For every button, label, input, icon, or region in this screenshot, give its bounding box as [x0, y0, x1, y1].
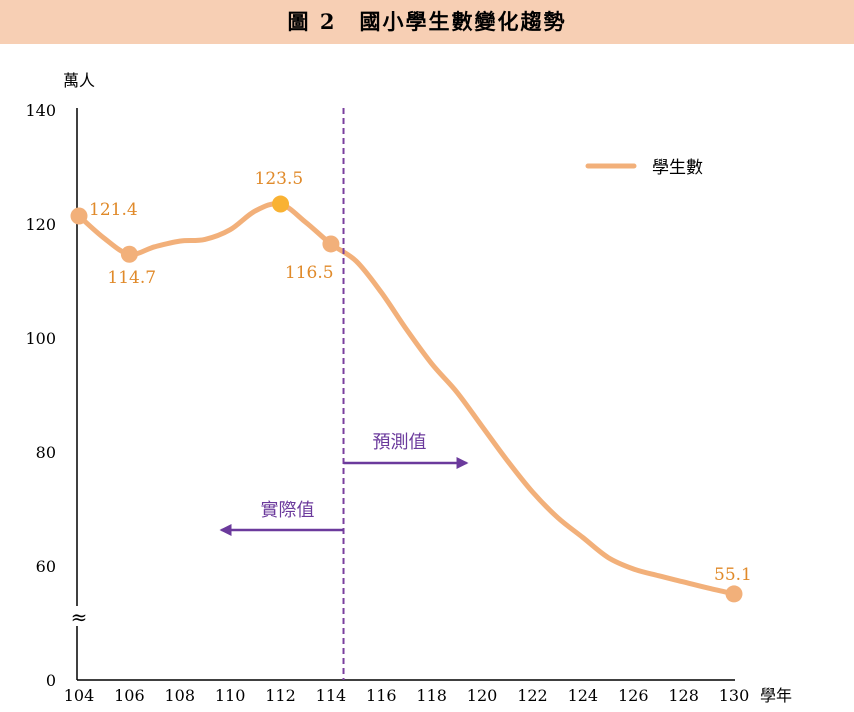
- x-tick-label: 110: [215, 686, 246, 705]
- axis-break-gap: [68, 606, 86, 626]
- axis-break-symbol: ≈: [71, 605, 88, 629]
- y-tick-label: 60: [36, 557, 56, 576]
- y-tick-label: 140: [25, 101, 56, 120]
- y-tick-label: 0: [46, 671, 56, 690]
- data-point-marker: [322, 235, 340, 253]
- x-tick-label: 122: [517, 686, 548, 705]
- x-axis-title: 學年: [760, 686, 792, 705]
- actual-label: 實際值: [261, 500, 315, 521]
- x-tick-label: 124: [568, 686, 599, 705]
- series-line-student-count: [76, 201, 737, 597]
- data-point-marker-peak: [272, 195, 290, 213]
- x-tick-label: 104: [64, 686, 95, 705]
- data-label: 123.5: [255, 169, 304, 189]
- x-tick-label: 106: [114, 686, 145, 705]
- y-tick-label: 120: [25, 215, 56, 234]
- x-tick-label: 126: [618, 686, 649, 705]
- y-tick-label: 100: [25, 329, 56, 348]
- y-axis-title: 萬人: [63, 71, 95, 90]
- data-label: 116.5: [285, 263, 334, 283]
- x-tick-label: 116: [366, 686, 397, 705]
- data-label: 55.1: [714, 565, 752, 585]
- x-tick-label: 120: [467, 686, 498, 705]
- x-tick-label: 118: [416, 686, 447, 705]
- title-bar: [0, 0, 854, 44]
- forecast-label: 預測值: [373, 432, 427, 453]
- chart-title: 圖 2 國小學生數變化趨勢: [287, 9, 567, 34]
- x-tick-label: 128: [668, 686, 699, 705]
- y-tick-label: 80: [36, 443, 56, 462]
- data-point-marker: [120, 245, 138, 263]
- x-tick-label: 114: [316, 686, 347, 705]
- data-point-marker: [70, 207, 88, 225]
- x-tick-label: 108: [164, 686, 195, 705]
- data-label: 121.4: [89, 200, 138, 220]
- legend-label-student-count: 學生數: [652, 158, 703, 178]
- x-tick-label: 130: [719, 686, 750, 705]
- x-tick-label: 112: [265, 686, 296, 705]
- data-label: 114.7: [107, 268, 156, 288]
- data-point-marker: [725, 585, 743, 603]
